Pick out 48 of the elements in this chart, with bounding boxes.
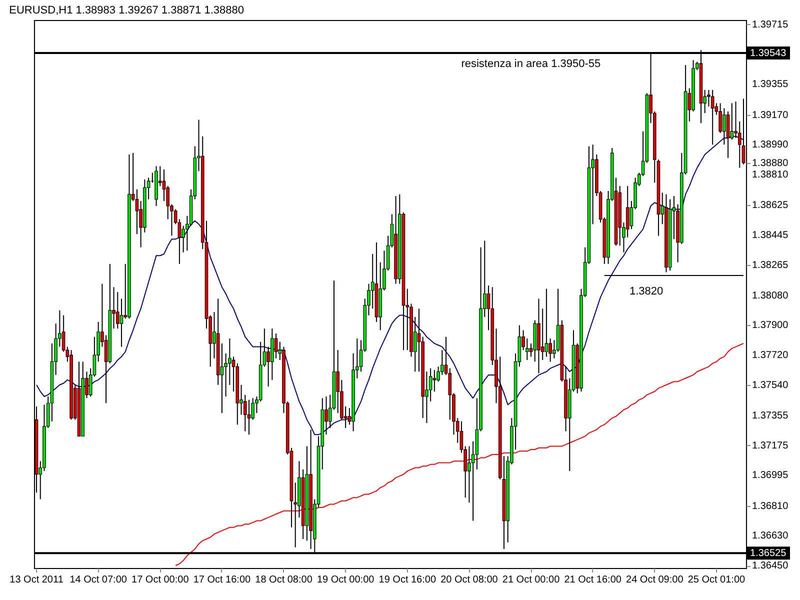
y-tick-label: 1.38445: [752, 230, 789, 241]
x-tick-label: 24 Oct 09:00: [626, 574, 684, 586]
y-tick-label: 1.37900: [752, 320, 789, 332]
ref-line-label: 1.39543: [750, 48, 787, 59]
line-series: [175, 342, 744, 566]
candlestick: [540, 308, 544, 361]
x-tick-label: 13 Oct 2011: [10, 574, 64, 586]
x-tick-label: 14 Oct 07:00: [70, 574, 128, 586]
candlestick: [726, 110, 730, 158]
y-tick-label: 1.38080: [752, 290, 789, 302]
y-tick-label: 1.37720: [752, 350, 789, 362]
candlestick: [710, 89, 714, 146]
candlestick: [135, 188, 139, 235]
y-tick-label: 1.39170: [752, 110, 789, 121]
y-tick-label: 1.38880: [752, 158, 789, 169]
x-tick-label: 21 Oct 00:00: [502, 574, 560, 586]
x-tick-label: 19 Oct 16:00: [378, 574, 436, 586]
x-tick-label: 17 Oct 00:00: [132, 574, 190, 586]
y-tick-label: 1.36630: [752, 530, 789, 542]
candlestick: [544, 288, 548, 358]
candlestick: [274, 333, 278, 359]
x-tick-label: 21 Oct 16:00: [564, 574, 622, 586]
candlestick: [730, 102, 734, 140]
annotation: 1.3820: [629, 286, 664, 298]
y-tick-label: 1.38810: [752, 169, 789, 180]
x-tick-label: 20 Oct 08:00: [440, 574, 498, 586]
ref-line-label: 1.36525: [750, 548, 787, 560]
y-tick-label: 1.38990: [752, 140, 789, 151]
candlestick: [722, 108, 726, 146]
y-tick-label: 1.37540: [752, 380, 789, 391]
candlestick: [120, 298, 124, 348]
y-tick-label: 1.39355: [752, 79, 789, 90]
candlestick: [626, 186, 630, 238]
y-tick-label: 1.38265: [752, 260, 789, 271]
y-tick-label: 1.39715: [752, 19, 789, 30]
y-tick-label: 1.36810: [752, 500, 789, 512]
x-tick-label: 17 Oct 16:00: [193, 574, 252, 586]
y-tick-label: 1.36450: [752, 560, 789, 572]
y-tick-label: 1.36995: [752, 470, 789, 482]
y-tick-label: 1.37355: [752, 410, 789, 422]
x-tick-label: 25 Oct 01:00: [688, 574, 746, 586]
x-tick-label: 18 Oct 08:00: [255, 574, 313, 586]
x-tick-label: 19 Oct 00:00: [316, 574, 375, 586]
y-tick-label: 1.37175: [752, 440, 789, 452]
annotation: resistenza in area 1.3950-55: [461, 58, 601, 70]
candlestick: [247, 399, 251, 436]
chart-title: EURUSD,H1 1.38983 1.39267 1.38871 1.38880: [9, 4, 244, 16]
y-tick-label: 1.38625: [752, 200, 789, 212]
